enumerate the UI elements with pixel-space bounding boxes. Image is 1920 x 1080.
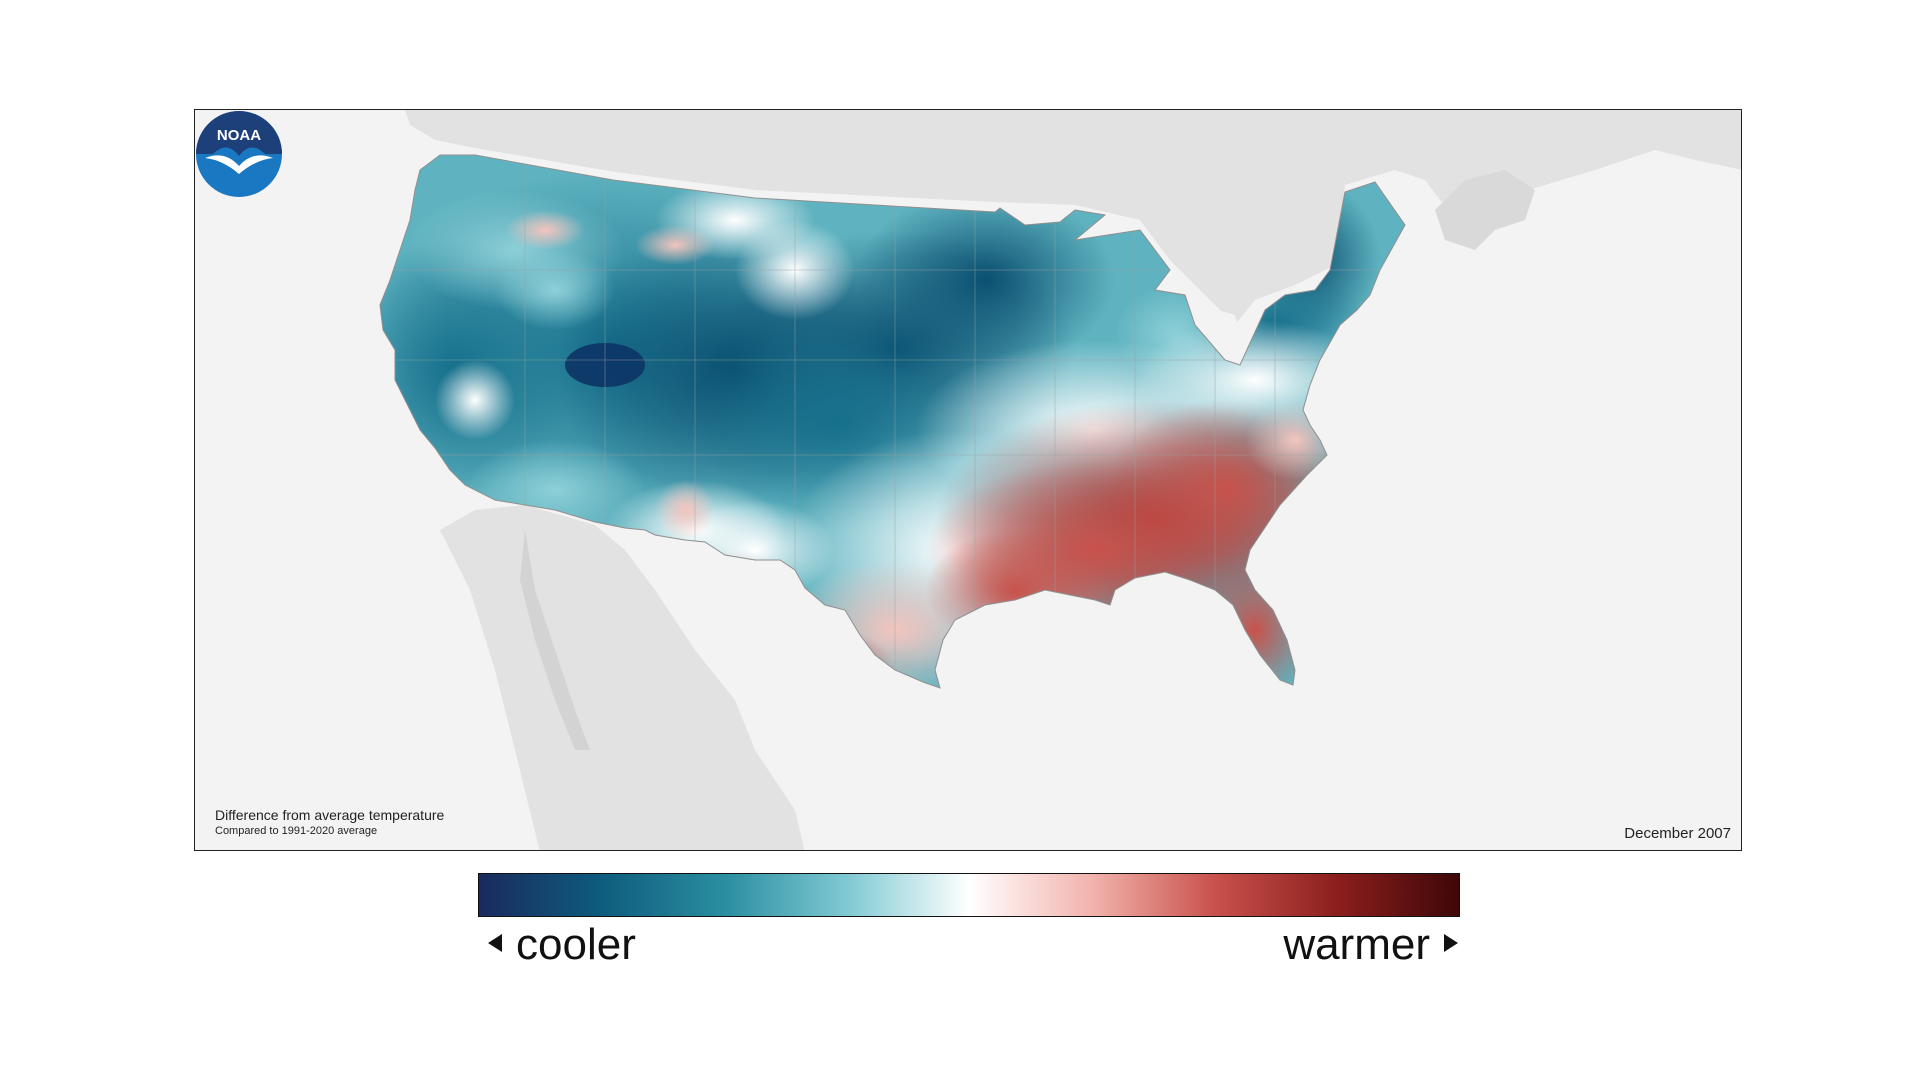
background-land (405, 110, 1741, 850)
arrow-right-icon (1444, 934, 1458, 953)
caption-title: Difference from average temperature (215, 807, 445, 823)
map-caption: Difference from average temperature Comp… (215, 806, 444, 838)
noaa-logo-icon: NOAA (196, 111, 282, 197)
anomaly-map (379, 110, 1741, 850)
logo-text: NOAA (217, 127, 261, 144)
map-panel: Difference from average temperature Comp… (194, 109, 1742, 851)
colorbar (478, 873, 1460, 917)
warmer-text: warmer (1283, 920, 1430, 969)
caption-subtitle: Compared to 1991-2020 average (215, 825, 378, 837)
colorbar-cooler-label: cooler (488, 915, 636, 975)
map-date: December 2007 (1624, 825, 1731, 842)
cooler-text: cooler (516, 920, 636, 969)
arrow-left-icon (488, 934, 502, 953)
colorbar-warmer-label: warmer (1283, 915, 1458, 975)
